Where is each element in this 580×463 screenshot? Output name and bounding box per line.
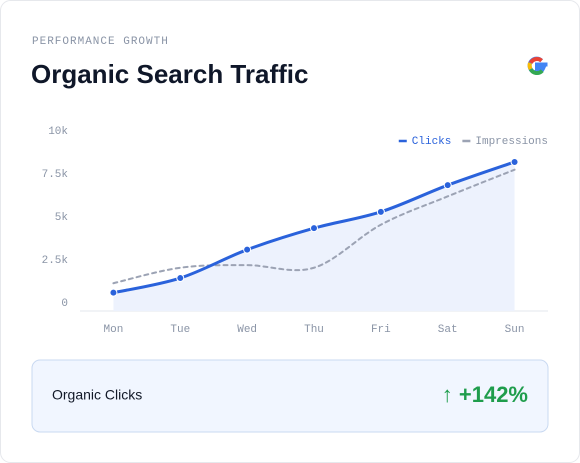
data-point (176, 274, 185, 283)
data-point (443, 181, 452, 190)
data-point (310, 224, 318, 233)
y-tick-label: 7.5k (42, 169, 69, 181)
plot: 0 2.5k 5k 7.5k 10k Mon Tue Wed Thu Fri Sat Sun Impre… (42, 126, 548, 336)
data-point (109, 288, 118, 297)
data-point (376, 207, 385, 216)
google-logo (527, 56, 548, 76)
x-tick-label: Sun (505, 324, 525, 336)
title: Organic Search Traffic (31, 59, 308, 89)
y-tick-label: 5k (55, 212, 69, 224)
legend-label: Impressions (475, 136, 548, 148)
y-tick-label: 10k (48, 126, 68, 138)
summary-box (31, 359, 549, 433)
summary-change: ↑ +142% (442, 382, 528, 407)
series-line (112, 168, 516, 285)
summary-label: Organic Clicks (52, 387, 142, 403)
y-tick-label: 0 (61, 298, 68, 310)
x-tick-label: Sat (438, 324, 458, 336)
x-tick-label: Tue (170, 324, 190, 336)
data-point (510, 157, 519, 166)
y-tick-label: 2.5k (42, 255, 69, 267)
x-tick-label: Wed (237, 324, 257, 336)
data-point (243, 245, 252, 254)
logo-green (528, 67, 544, 76)
x-tick-label: Thu (304, 324, 324, 336)
eyebrow: PERFORMANCE GROWTH (32, 36, 169, 48)
x-tick-label: Fri (371, 324, 391, 336)
x-tick-label: Mon (104, 324, 124, 336)
legend-label: Clicks (412, 136, 452, 148)
logo-yellow (527, 62, 533, 71)
logo-red (529, 57, 543, 64)
